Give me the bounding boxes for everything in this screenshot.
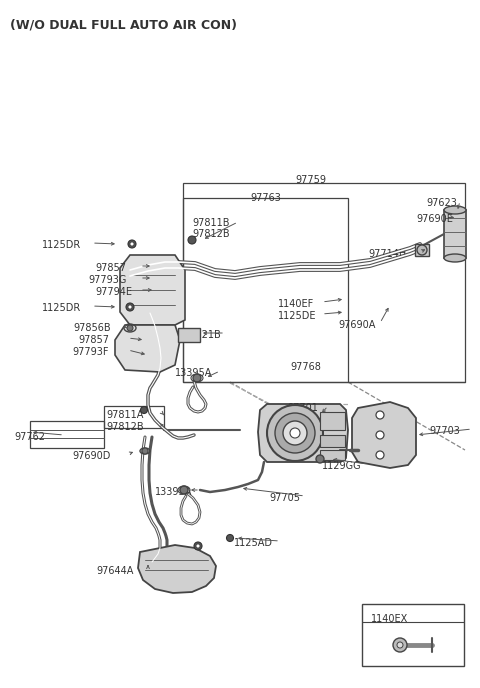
Text: 97794E: 97794E [95,287,132,297]
Text: 97759: 97759 [295,175,326,185]
Bar [183,183,465,382]
Text: 13395A: 13395A [175,368,212,378]
Circle shape [128,240,136,248]
Circle shape [393,638,407,652]
Text: 1125AD: 1125AD [234,538,273,548]
Circle shape [267,405,323,461]
Bar [444,210,466,258]
Text: 97644A: 97644A [96,566,133,576]
Text: 97703: 97703 [429,426,460,436]
Circle shape [290,428,300,438]
Text: 1140EF: 1140EF [278,299,314,309]
Polygon shape [115,325,180,372]
Bar [104,406,164,428]
Ellipse shape [444,206,466,214]
Text: 97857: 97857 [95,263,126,273]
Circle shape [283,421,307,445]
Text: 97812B: 97812B [106,422,144,432]
Text: 97763: 97763 [250,193,281,203]
Text: 1125DR: 1125DR [42,240,81,250]
Text: 13395A: 13395A [155,487,192,497]
Text: 97793F: 97793F [72,347,108,357]
Text: 97701: 97701 [287,403,318,413]
Circle shape [194,542,202,550]
Circle shape [376,451,384,459]
Polygon shape [258,404,348,462]
Bar [362,604,464,666]
Polygon shape [138,545,216,593]
Circle shape [142,448,148,454]
Circle shape [397,642,403,648]
Text: (W/O DUAL FULL AUTO AIR CON): (W/O DUAL FULL AUTO AIR CON) [10,18,237,31]
Circle shape [316,455,324,463]
Bar [320,412,345,430]
Bar [178,328,200,342]
Text: 1129GG: 1129GG [322,461,361,471]
Circle shape [188,236,196,244]
Bar [320,450,345,460]
Ellipse shape [444,254,466,262]
Text: 97762: 97762 [14,432,45,442]
Circle shape [193,374,201,382]
Bar [415,244,429,256]
Circle shape [130,242,134,246]
Circle shape [126,303,134,311]
Polygon shape [120,255,185,325]
Circle shape [180,486,188,494]
Text: 97714H: 97714H [368,249,406,259]
Bar [320,435,345,447]
Text: 1125DE: 1125DE [278,311,316,321]
Text: 97768: 97768 [290,362,321,372]
Circle shape [376,431,384,439]
Circle shape [417,245,427,255]
Text: 97690E: 97690E [416,214,453,224]
Text: 1125DR: 1125DR [42,303,81,313]
Text: 1140EX: 1140EX [371,614,408,624]
Text: 97690A: 97690A [338,320,375,330]
Bar [30,421,104,448]
Circle shape [227,535,233,541]
Text: 97690D: 97690D [72,451,110,461]
Text: 97857: 97857 [78,335,109,345]
Text: 97811A: 97811A [106,410,144,420]
Circle shape [196,544,200,548]
Circle shape [376,411,384,419]
Text: 97793G: 97793G [88,275,126,285]
Text: 97623: 97623 [426,198,457,208]
Circle shape [141,407,147,413]
Circle shape [127,325,133,331]
Text: 97812B: 97812B [192,229,229,239]
Bar [183,198,348,382]
Circle shape [128,305,132,309]
Text: 97721B: 97721B [183,330,221,340]
Polygon shape [352,402,416,468]
Circle shape [275,413,315,453]
Text: 97856B: 97856B [73,323,110,333]
Text: 97705: 97705 [269,493,300,503]
Text: 97811B: 97811B [192,218,229,228]
